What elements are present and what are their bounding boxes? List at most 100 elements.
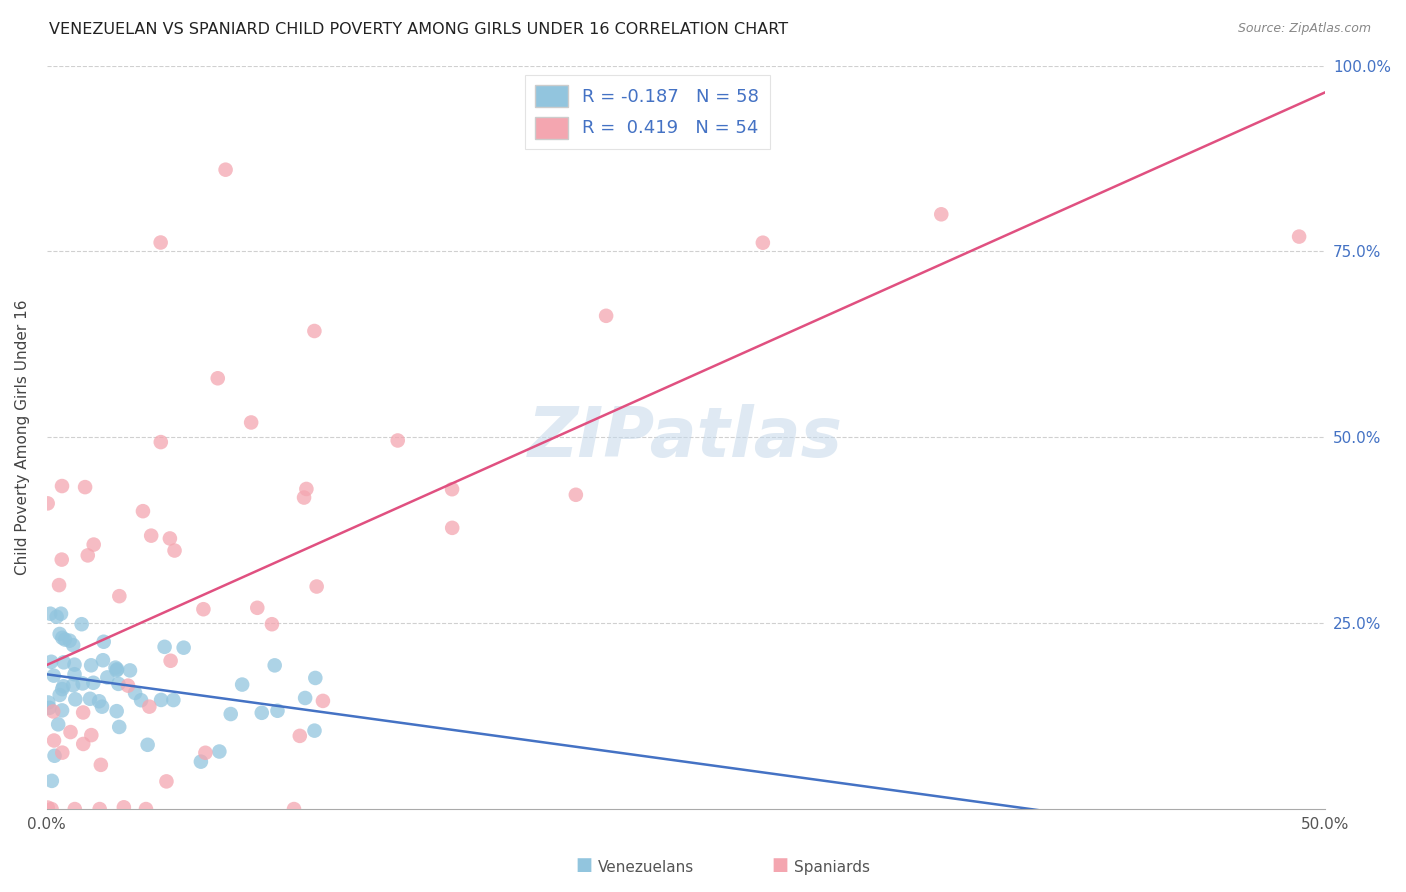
Point bbox=[150, 693, 173, 707]
Point bbox=[105, 664, 128, 678]
Point bbox=[141, 529, 163, 543]
Point bbox=[105, 704, 128, 718]
Point bbox=[51, 703, 73, 717]
Point bbox=[39, 607, 62, 621]
Text: ■: ■ bbox=[772, 855, 789, 873]
Point bbox=[72, 676, 94, 690]
Point bbox=[138, 699, 160, 714]
Point bbox=[42, 705, 65, 719]
Point bbox=[304, 671, 326, 685]
Point bbox=[82, 675, 104, 690]
Point bbox=[153, 640, 176, 654]
Point bbox=[51, 631, 73, 645]
Point bbox=[104, 660, 127, 674]
Point bbox=[63, 657, 86, 672]
Point bbox=[136, 738, 159, 752]
Point bbox=[79, 691, 101, 706]
Point bbox=[70, 617, 93, 632]
Point bbox=[292, 491, 315, 505]
Point bbox=[1288, 229, 1310, 244]
Point bbox=[72, 706, 94, 720]
Point bbox=[75, 480, 97, 494]
Point bbox=[305, 580, 328, 594]
Point bbox=[190, 755, 212, 769]
Point bbox=[51, 746, 73, 760]
Point bbox=[193, 602, 215, 616]
Point bbox=[45, 609, 67, 624]
Point bbox=[90, 757, 112, 772]
Point bbox=[108, 720, 131, 734]
Point bbox=[51, 552, 73, 566]
Point bbox=[294, 690, 316, 705]
Point bbox=[37, 696, 59, 710]
Point bbox=[173, 640, 195, 655]
Point bbox=[42, 668, 65, 682]
Point bbox=[48, 627, 70, 641]
Point bbox=[80, 658, 103, 673]
Point bbox=[76, 549, 98, 563]
Point bbox=[387, 434, 409, 448]
Point bbox=[48, 578, 70, 592]
Text: Source: ZipAtlas.com: Source: ZipAtlas.com bbox=[1237, 22, 1371, 36]
Point bbox=[246, 600, 269, 615]
Point bbox=[929, 207, 952, 221]
Point bbox=[62, 638, 84, 652]
Point bbox=[149, 435, 172, 450]
Point bbox=[159, 654, 181, 668]
Point bbox=[37, 496, 59, 510]
Point bbox=[112, 800, 135, 814]
Point bbox=[283, 802, 305, 816]
Point bbox=[207, 371, 229, 385]
Point bbox=[37, 800, 59, 814]
Point bbox=[208, 745, 231, 759]
Y-axis label: Child Poverty Among Girls Under 16: Child Poverty Among Girls Under 16 bbox=[15, 300, 30, 575]
Point bbox=[91, 699, 114, 714]
Point bbox=[752, 235, 775, 250]
Point bbox=[63, 802, 86, 816]
Point bbox=[124, 686, 146, 700]
Point bbox=[52, 656, 75, 670]
Point bbox=[51, 682, 73, 697]
Point bbox=[194, 746, 217, 760]
Point bbox=[39, 655, 62, 669]
Point bbox=[162, 693, 184, 707]
Point bbox=[118, 664, 141, 678]
Point bbox=[49, 607, 72, 621]
Point bbox=[295, 482, 318, 496]
Point bbox=[38, 701, 60, 715]
Point bbox=[219, 706, 242, 721]
Point bbox=[48, 688, 70, 702]
Text: VENEZUELAN VS SPANIARD CHILD POVERTY AMONG GIRLS UNDER 16 CORRELATION CHART: VENEZUELAN VS SPANIARD CHILD POVERTY AMO… bbox=[49, 22, 789, 37]
Point bbox=[214, 162, 236, 177]
Point bbox=[260, 617, 283, 632]
Point bbox=[129, 693, 152, 707]
Point bbox=[441, 521, 464, 535]
Point bbox=[65, 692, 87, 706]
Point bbox=[163, 543, 186, 558]
Point bbox=[132, 504, 155, 518]
Point bbox=[42, 733, 65, 747]
Point bbox=[59, 725, 82, 739]
Point bbox=[91, 653, 114, 667]
Point bbox=[117, 679, 139, 693]
Point bbox=[159, 532, 181, 546]
Point bbox=[441, 482, 464, 496]
Point bbox=[44, 748, 66, 763]
Point bbox=[87, 694, 110, 708]
Point bbox=[72, 737, 94, 751]
Text: Spaniards: Spaniards bbox=[794, 861, 870, 875]
Point bbox=[105, 662, 128, 676]
Point bbox=[565, 488, 588, 502]
Point bbox=[107, 677, 129, 691]
Point bbox=[62, 678, 84, 692]
Point bbox=[135, 802, 157, 816]
Point bbox=[46, 717, 69, 731]
Point bbox=[80, 728, 103, 742]
Text: Venezuelans: Venezuelans bbox=[598, 861, 693, 875]
Text: ■: ■ bbox=[575, 855, 592, 873]
Point bbox=[231, 677, 253, 691]
Point bbox=[155, 774, 177, 789]
Point bbox=[89, 802, 111, 816]
Point bbox=[63, 667, 86, 681]
Point bbox=[41, 773, 63, 788]
